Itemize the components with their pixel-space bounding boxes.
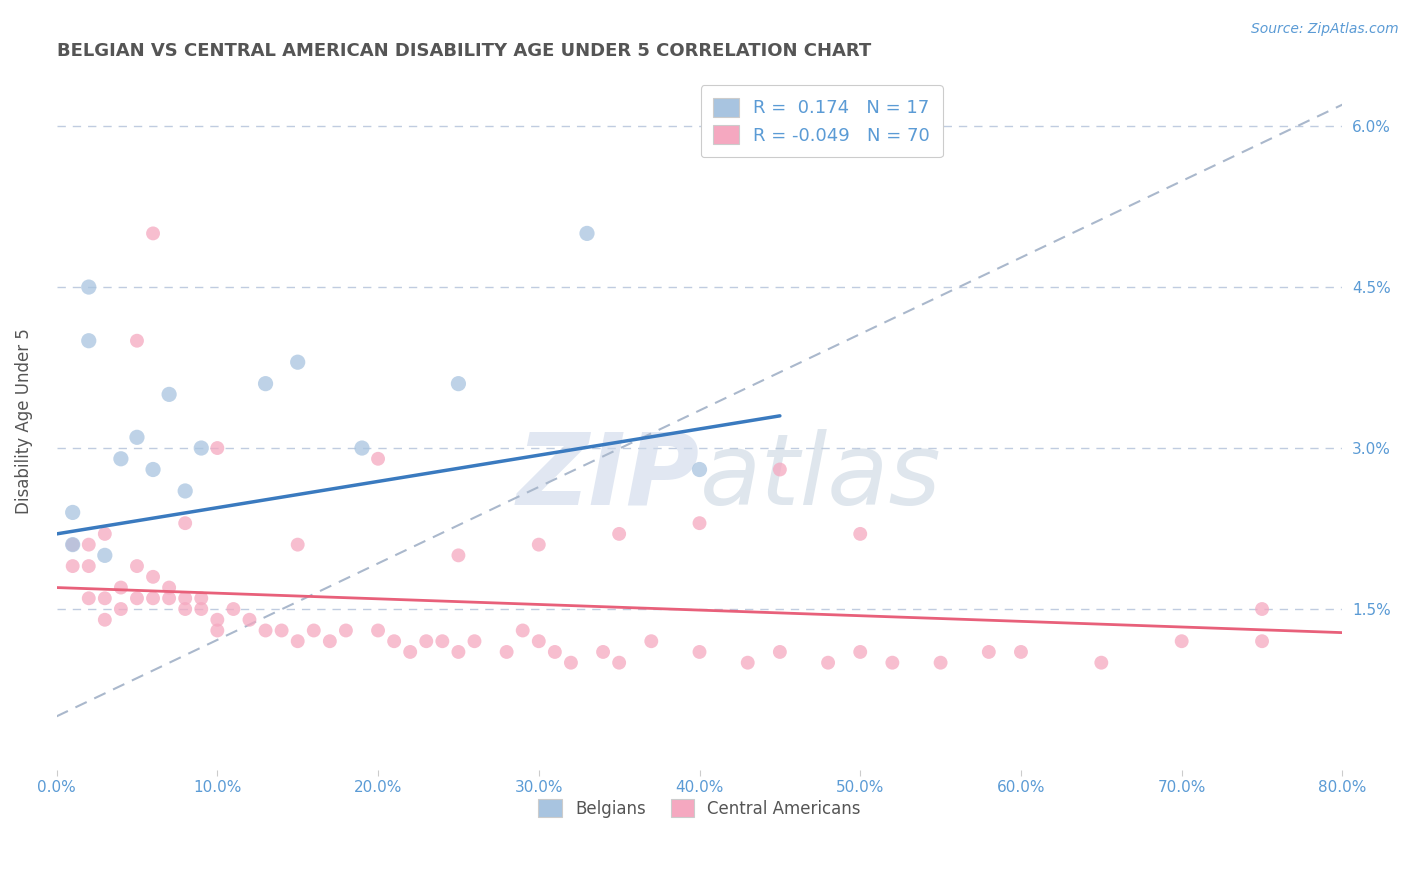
Point	[238, 613, 260, 627]
Point	[287, 538, 309, 552]
Point	[110, 602, 132, 616]
Point	[1170, 634, 1192, 648]
Point	[977, 645, 1000, 659]
Point	[737, 656, 759, 670]
Point	[607, 527, 630, 541]
Point	[207, 441, 229, 455]
Point	[174, 602, 197, 616]
Point	[882, 656, 904, 670]
Point	[94, 591, 117, 606]
Point	[77, 559, 100, 574]
Point	[592, 645, 614, 659]
Point	[254, 624, 277, 638]
Point	[190, 441, 212, 455]
Point	[125, 334, 148, 348]
Point	[849, 527, 872, 541]
Point	[174, 591, 197, 606]
Point	[929, 656, 952, 670]
Point	[270, 624, 292, 638]
Point	[560, 656, 582, 670]
Point	[447, 645, 470, 659]
Point	[1251, 634, 1274, 648]
Point	[77, 591, 100, 606]
Point	[382, 634, 405, 648]
Point	[302, 624, 325, 638]
Point	[447, 376, 470, 391]
Point	[527, 538, 550, 552]
Point	[142, 462, 165, 476]
Point	[350, 441, 373, 455]
Point	[495, 645, 517, 659]
Point	[142, 591, 165, 606]
Point	[125, 591, 148, 606]
Point	[367, 451, 389, 466]
Point	[157, 581, 180, 595]
Point	[77, 334, 100, 348]
Point	[1090, 656, 1112, 670]
Point	[190, 591, 212, 606]
Point	[527, 634, 550, 648]
Point	[849, 645, 872, 659]
Point	[174, 516, 197, 531]
Point	[62, 505, 84, 519]
Point	[77, 280, 100, 294]
Point	[817, 656, 839, 670]
Point	[544, 645, 567, 659]
Point	[769, 645, 792, 659]
Point	[157, 591, 180, 606]
Text: Source: ZipAtlas.com: Source: ZipAtlas.com	[1251, 22, 1399, 37]
Point	[575, 227, 598, 241]
Point	[689, 516, 711, 531]
Point	[769, 462, 792, 476]
Point	[62, 538, 84, 552]
Point	[287, 634, 309, 648]
Point	[174, 483, 197, 498]
Point	[1010, 645, 1032, 659]
Point	[287, 355, 309, 369]
Point	[222, 602, 245, 616]
Point	[367, 624, 389, 638]
Point	[77, 538, 100, 552]
Point	[125, 430, 148, 444]
Point	[190, 602, 212, 616]
Y-axis label: Disability Age Under 5: Disability Age Under 5	[15, 328, 32, 514]
Point	[142, 570, 165, 584]
Text: BELGIAN VS CENTRAL AMERICAN DISABILITY AGE UNDER 5 CORRELATION CHART: BELGIAN VS CENTRAL AMERICAN DISABILITY A…	[56, 42, 870, 60]
Point	[157, 387, 180, 401]
Point	[110, 581, 132, 595]
Point	[62, 559, 84, 574]
Point	[125, 559, 148, 574]
Text: ZIP: ZIP	[516, 428, 700, 525]
Point	[415, 634, 437, 648]
Point	[110, 451, 132, 466]
Point	[432, 634, 454, 648]
Point	[94, 613, 117, 627]
Point	[640, 634, 662, 648]
Point	[62, 538, 84, 552]
Point	[689, 462, 711, 476]
Point	[94, 549, 117, 563]
Point	[447, 549, 470, 563]
Point	[94, 527, 117, 541]
Point	[254, 376, 277, 391]
Point	[689, 645, 711, 659]
Point	[142, 227, 165, 241]
Point	[607, 656, 630, 670]
Point	[1251, 602, 1274, 616]
Point	[463, 634, 485, 648]
Point	[399, 645, 422, 659]
Point	[319, 634, 342, 648]
Point	[335, 624, 357, 638]
Text: atlas: atlas	[700, 428, 941, 525]
Legend: Belgians, Central Americans: Belgians, Central Americans	[531, 792, 868, 824]
Point	[207, 613, 229, 627]
Point	[207, 624, 229, 638]
Point	[512, 624, 534, 638]
